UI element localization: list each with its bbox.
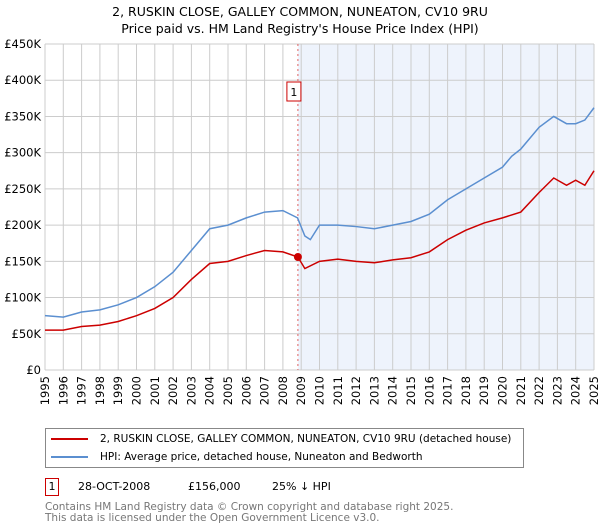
legend-label: HPI: Average price, detached house, Nune… (100, 451, 423, 463)
x-tick-label: 2005 (221, 376, 235, 405)
y-tick-label: £0 (26, 363, 41, 377)
x-tick-label: 2001 (148, 376, 162, 405)
x-tick-label: 2006 (239, 376, 253, 405)
x-tick-label: 2025 (587, 376, 600, 405)
sale-price: £156,000 (188, 480, 241, 493)
y-tick-label: £400K (4, 73, 41, 87)
x-tick-label: 2008 (276, 376, 290, 405)
x-tick-label: 2018 (459, 376, 473, 405)
subtitle-line: Price paid vs. HM Land Registry's House … (121, 21, 479, 36)
x-tick-label: 2000 (130, 376, 144, 405)
x-tick-label: 2014 (386, 376, 400, 405)
sale-marker: 1 (45, 478, 59, 496)
title-line: 2, RUSKIN CLOSE, GALLEY COMMON, NUNEATON… (112, 4, 488, 19)
y-tick-label: £350K (4, 109, 41, 123)
series-line (45, 170, 595, 331)
legend-item-hpi: HPI: Average price, detached house, Nune… (46, 448, 422, 466)
x-tick-label: 2019 (477, 376, 491, 405)
x-tick-label: 2016 (422, 376, 436, 405)
chart-title: 2, RUSKIN CLOSE, GALLEY COMMON, NUNEATON… (0, 3, 600, 37)
series-line (44, 107, 595, 318)
x-tick-label: 2004 (203, 376, 217, 405)
x-tick-label: 2012 (349, 376, 363, 405)
legend-item-property: 2, RUSKIN CLOSE, GALLEY COMMON, NUNEATON… (46, 430, 511, 448)
x-tick-label: 2022 (532, 376, 546, 405)
footer: Contains HM Land Registry data © Crown c… (45, 502, 453, 524)
sale-point (293, 252, 302, 261)
y-tick-label: £150K (4, 254, 41, 268)
blue-line-swatch (51, 456, 88, 458)
annotation-box (286, 81, 302, 102)
post-sale-shading (297, 44, 594, 370)
x-tick-label: 2002 (166, 376, 180, 405)
sale-hpi: 25% ↓ HPI (272, 480, 331, 493)
legend-label: 2, RUSKIN CLOSE, GALLEY COMMON, NUNEATON… (100, 433, 512, 445)
y-tick-label: £300K (4, 146, 41, 160)
x-tick-label: 1995 (38, 376, 52, 405)
x-tick-label: 2017 (441, 376, 455, 405)
y-tick-label: £100K (4, 291, 41, 305)
y-tick-label: £50K (12, 327, 42, 341)
x-tick-label: 1998 (93, 376, 107, 405)
footer-line: Contains HM Land Registry data © Crown c… (45, 501, 454, 513)
legend: 2, RUSKIN CLOSE, GALLEY COMMON, NUNEATON… (45, 428, 524, 468)
y-tick-label: £200K (4, 218, 41, 232)
x-tick-label: 2003 (184, 376, 198, 405)
x-tick-label: 1999 (111, 376, 125, 405)
x-tick-label: 2021 (514, 376, 528, 405)
x-tick-label: 1997 (75, 376, 89, 405)
x-tick-label: 1996 (56, 376, 70, 405)
y-tick-label: £450K (4, 37, 41, 51)
price-chart: £0 £50K £100K £150K £200K £250K £300K £350K £400… (4, 37, 600, 405)
x-tick-label: 2009 (294, 376, 308, 405)
red-line-swatch (51, 438, 88, 440)
sale-date: 28-OCT-2008 (78, 480, 151, 493)
x-tick-label: 2015 (404, 376, 418, 405)
x-tick-label: 2007 (258, 376, 272, 405)
x-tick-label: 2013 (367, 376, 381, 405)
x-tick-label: 2023 (550, 376, 564, 405)
y-tick-label: £250K (4, 182, 41, 196)
x-tick-label: 2020 (496, 376, 510, 405)
x-tick-label: 2011 (331, 376, 345, 405)
footer-line: This data is licensed under the Open Gov… (45, 512, 380, 524)
x-tick-label: 2010 (313, 376, 327, 405)
annotation-label: 1 (290, 86, 297, 99)
x-tick-label: 2024 (569, 376, 583, 405)
